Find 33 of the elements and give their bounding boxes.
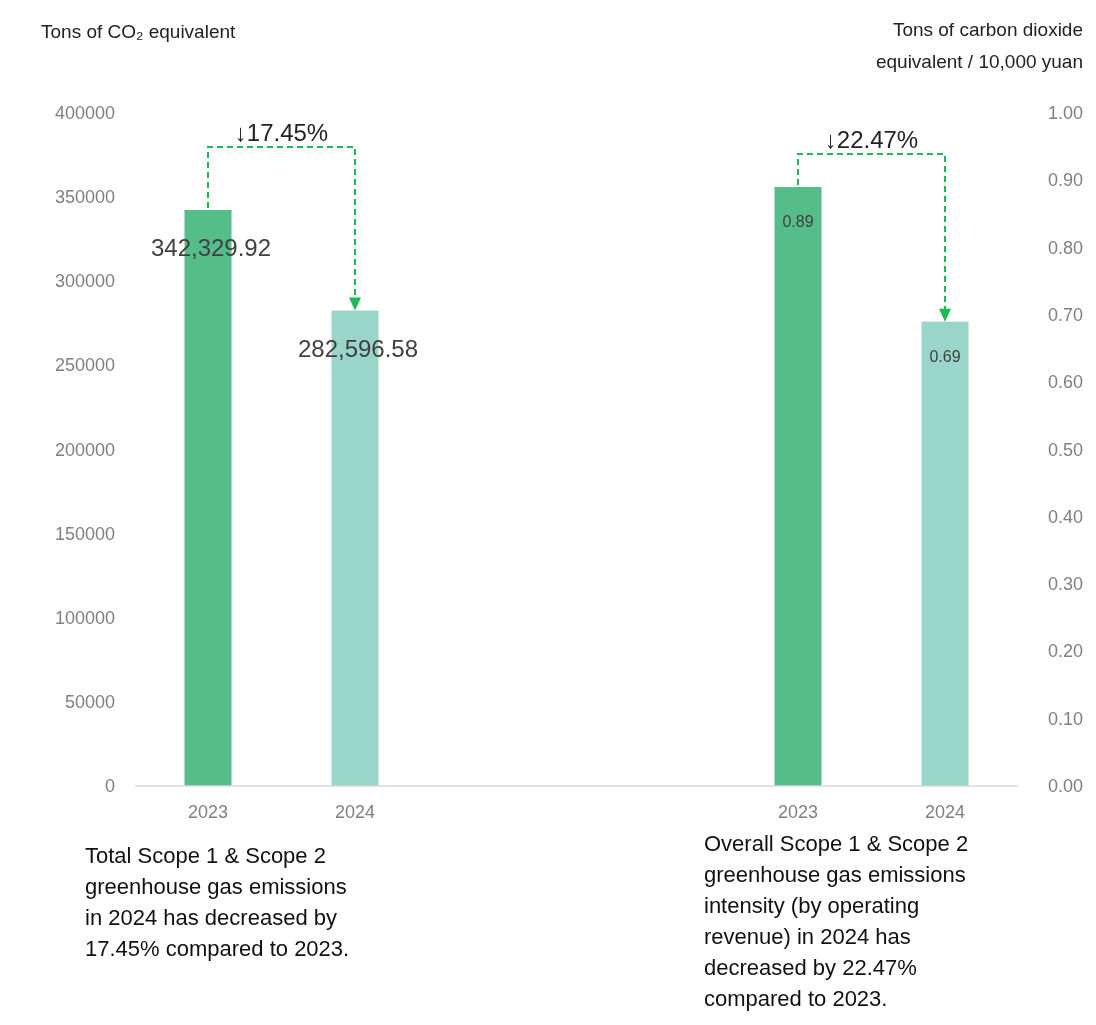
y2-tick-label: 0.40 <box>1047 506 1083 527</box>
data-label: 0.69 <box>929 347 961 365</box>
data-label: 0.89 <box>782 213 814 231</box>
y2-tick-label: 0.60 <box>1047 372 1083 393</box>
x-tick-label: 2023 <box>187 802 229 822</box>
y2-axis-title: Tons of carbon dioxide equivalent / 10,000 yuan <box>875 19 1083 72</box>
y-tick-label: 300000 <box>54 271 115 292</box>
y-tick-label: 400000 <box>54 103 115 123</box>
y2-tick-label: 0.80 <box>1047 237 1083 258</box>
y-tick-label: 50000 <box>64 691 115 712</box>
y2-tick-label: 0.20 <box>1047 641 1083 662</box>
y-tick-label: 0 <box>104 776 115 796</box>
text: Total Scope 1 & Scope 2 greenhouse gas emissions in 2024 has decreased by 17.45% compared to 2023. <box>85 843 350 961</box>
x-tick-label: 2024 <box>334 802 376 822</box>
text: Overall Scope 1 & Scope 2 greenhouse gas emissions intensity (by operating revenue) in 2024 has decreased by 22.47% compared to 2023. <box>704 831 969 1011</box>
y-tick-label: 100000 <box>54 607 115 628</box>
y-tick-label: 250000 <box>54 355 115 376</box>
x-tick-label: 2023 <box>777 802 819 822</box>
y-axis-title: Tons of CO₂ equivalent <box>41 21 237 42</box>
y-tick-label: 350000 <box>54 187 115 208</box>
data-label: 282,596.58 <box>297 334 419 362</box>
y2-tick-label: 0.10 <box>1047 708 1083 729</box>
y2-tick-label: 0.50 <box>1047 439 1083 460</box>
annotation: ↓22.47% <box>824 126 919 153</box>
x-tick-label: 2024 <box>924 802 966 822</box>
y2-tick-label: 1.00 <box>1047 103 1083 123</box>
y2-tick-label: 0.70 <box>1047 304 1083 325</box>
y-tick-label: 150000 <box>54 523 115 544</box>
y2-tick-label: 0.00 <box>1047 776 1083 796</box>
y2-tick-label: 0.30 <box>1047 574 1083 595</box>
annotation: ↓17.45% <box>234 119 329 146</box>
y2-tick-label: 0.90 <box>1047 170 1083 191</box>
y-tick-label: 200000 <box>54 439 115 460</box>
